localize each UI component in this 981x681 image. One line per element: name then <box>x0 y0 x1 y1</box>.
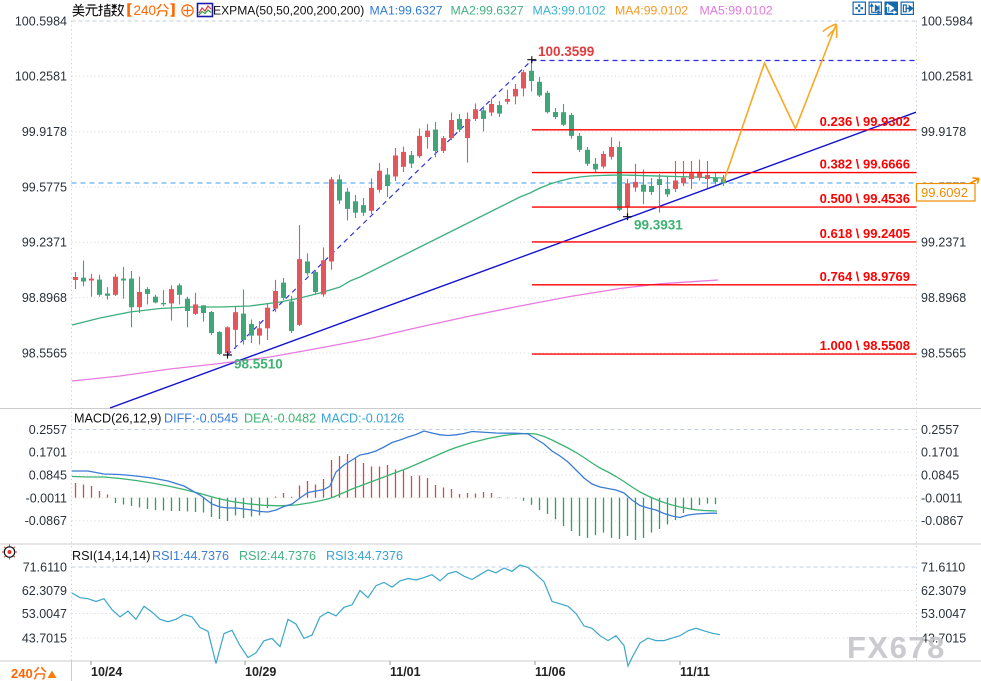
svg-text:99.2371: 99.2371 <box>921 236 966 250</box>
svg-text:11/06: 11/06 <box>535 665 566 679</box>
svg-text:98.5565: 98.5565 <box>22 346 67 360</box>
svg-text:0.0845: 0.0845 <box>29 469 67 483</box>
svg-text:71.6110: 71.6110 <box>23 560 67 574</box>
svg-text:99.3931: 99.3931 <box>634 218 683 233</box>
svg-text:100.2581: 100.2581 <box>921 70 973 84</box>
svg-text:EXPMA(50,50,200,200,200): EXPMA(50,50,200,200,200) <box>213 4 364 18</box>
svg-text:MA2:99.6327: MA2:99.6327 <box>451 4 524 18</box>
svg-text:0.382 \ 99.6666: 0.382 \ 99.6666 <box>820 157 910 172</box>
svg-text:62.3079: 62.3079 <box>22 584 67 598</box>
svg-text:0.1701: 0.1701 <box>921 446 959 460</box>
svg-text:MA5:99.0102: MA5:99.0102 <box>700 4 773 18</box>
svg-text:MA4:99.0102: MA4:99.0102 <box>615 4 688 18</box>
svg-text:0.1701: 0.1701 <box>29 446 67 460</box>
svg-text:240: 240 <box>11 666 33 681</box>
svg-text:43.7015: 43.7015 <box>921 631 966 645</box>
svg-text:MA3:99.0102: MA3:99.0102 <box>533 4 606 18</box>
svg-text:11/11: 11/11 <box>680 665 710 679</box>
svg-text:-0.0011: -0.0011 <box>921 491 963 505</box>
svg-text:100.5984: 100.5984 <box>921 14 973 28</box>
svg-text:RSI1:44.7376: RSI1:44.7376 <box>152 549 229 563</box>
svg-text:0.2557: 0.2557 <box>29 423 67 437</box>
svg-text:RSI3:44.7376: RSI3:44.7376 <box>326 549 403 563</box>
svg-text:100.2581: 100.2581 <box>15 70 67 84</box>
svg-text:-0.0011: -0.0011 <box>26 491 68 505</box>
svg-text:0.0845: 0.0845 <box>921 469 959 483</box>
svg-text:RSI(14,14,14): RSI(14,14,14) <box>72 549 150 563</box>
svg-text:98.8968: 98.8968 <box>921 291 966 305</box>
svg-text:10/24: 10/24 <box>91 665 122 679</box>
svg-text:99.5775: 99.5775 <box>22 180 67 194</box>
svg-text:99.6092: 99.6092 <box>921 185 968 200</box>
svg-text:100.3599: 100.3599 <box>538 44 594 59</box>
svg-text:-0.0867: -0.0867 <box>25 514 67 528</box>
svg-text:43.7015: 43.7015 <box>22 631 67 645</box>
svg-text:MACD(26,12,9): MACD(26,12,9) <box>74 412 162 426</box>
svg-text:0.2557: 0.2557 <box>921 423 959 437</box>
svg-text:10/29: 10/29 <box>245 665 276 679</box>
svg-text:DIFF:-0.0545: DIFF:-0.0545 <box>164 412 238 426</box>
svg-text:71.6110: 71.6110 <box>921 560 965 574</box>
svg-text:MA1:99.6327: MA1:99.6327 <box>370 4 443 18</box>
svg-text:53.0047: 53.0047 <box>921 607 966 621</box>
svg-text:62.3079: 62.3079 <box>921 584 966 598</box>
svg-text:98.8968: 98.8968 <box>22 291 67 305</box>
svg-text:99.2371: 99.2371 <box>22 236 67 250</box>
svg-text:FX678: FX678 <box>847 630 946 665</box>
svg-text:-0.0867: -0.0867 <box>921 514 963 528</box>
svg-text:RSI2:44.7376: RSI2:44.7376 <box>239 549 316 563</box>
svg-text:98.5565: 98.5565 <box>921 346 966 360</box>
svg-text:DEA:-0.0482: DEA:-0.0482 <box>244 412 316 426</box>
svg-text:0.618 \ 99.2405: 0.618 \ 99.2405 <box>820 226 910 241</box>
svg-text:53.0047: 53.0047 <box>22 607 67 621</box>
svg-text:100.5984: 100.5984 <box>15 14 67 28</box>
svg-text:0.500 \ 99.4536: 0.500 \ 99.4536 <box>820 191 910 206</box>
svg-text:98.5510: 98.5510 <box>234 357 283 372</box>
svg-text:0.764 \ 98.9769: 0.764 \ 98.9769 <box>820 269 910 284</box>
svg-text:1.000 \ 98.5508: 1.000 \ 98.5508 <box>820 338 910 353</box>
svg-text:99.9178: 99.9178 <box>921 125 966 139</box>
svg-text:0.236 \ 99.9302: 0.236 \ 99.9302 <box>820 114 910 129</box>
svg-text:99.9178: 99.9178 <box>22 125 67 139</box>
svg-text:MACD:-0.0126: MACD:-0.0126 <box>321 412 404 426</box>
svg-text:240: 240 <box>134 3 157 18</box>
svg-text:11/01: 11/01 <box>390 665 421 679</box>
